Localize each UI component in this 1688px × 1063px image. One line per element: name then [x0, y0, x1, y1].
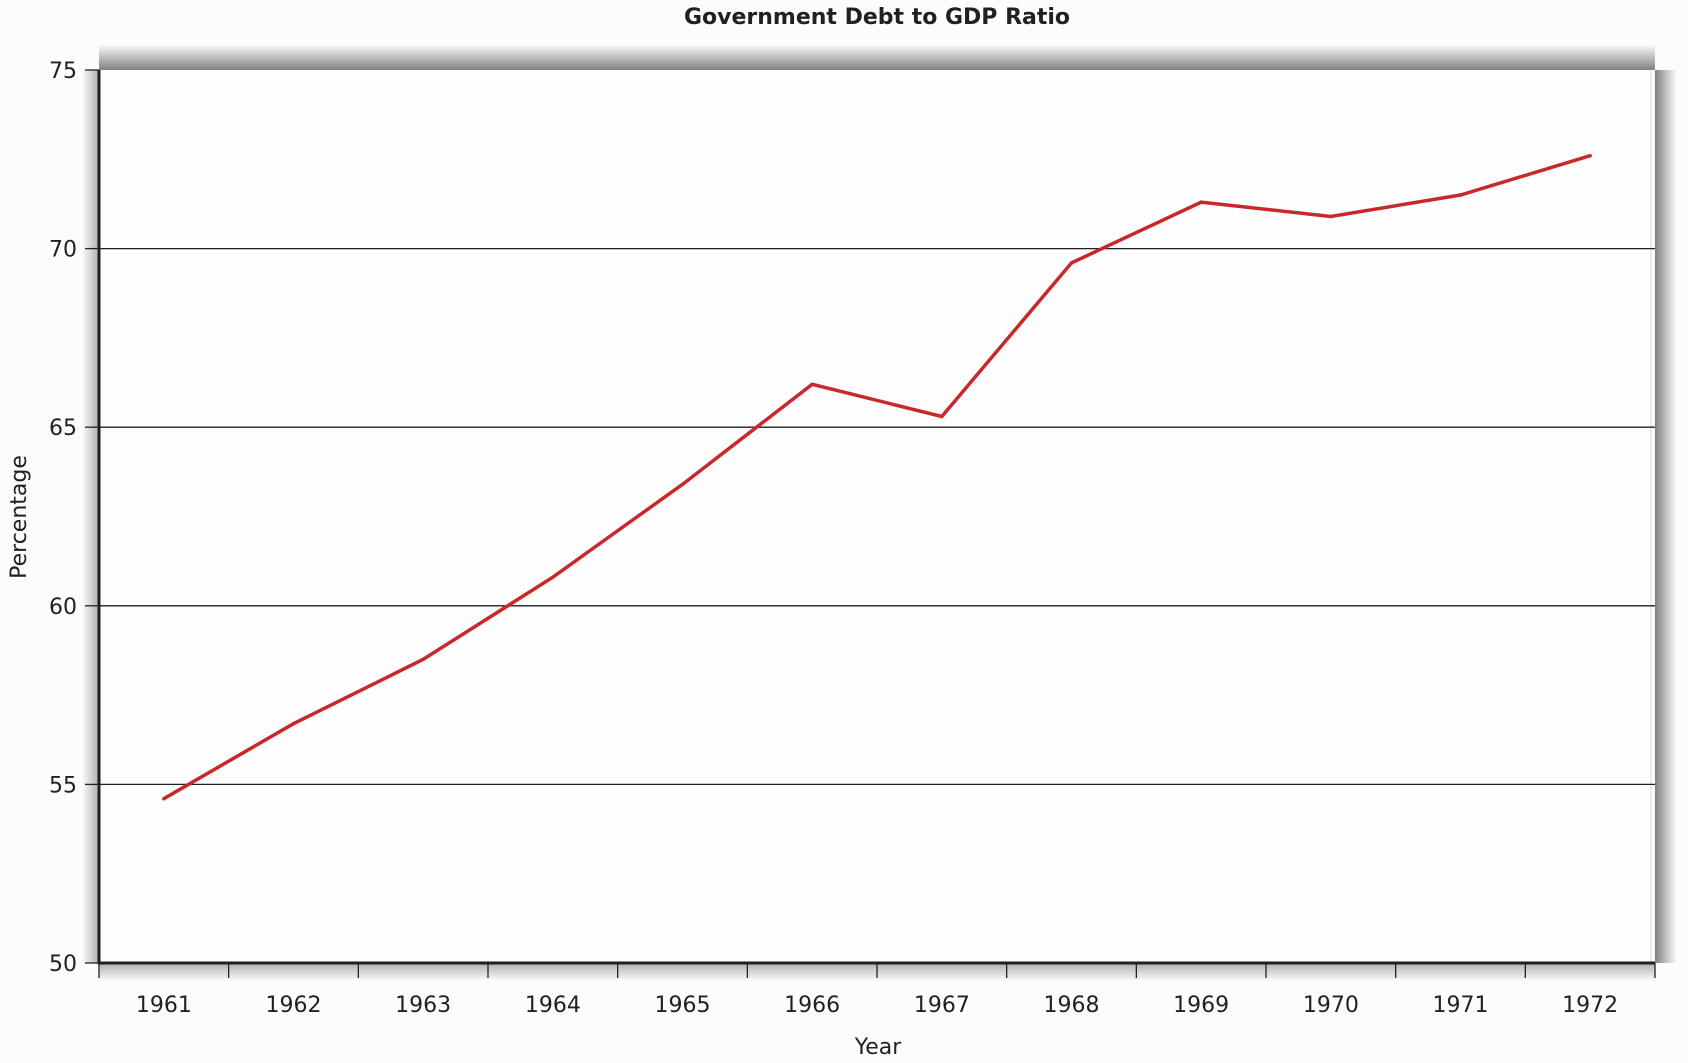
x-tick-label: 1970: [1303, 993, 1359, 1018]
top-shadow: [99, 44, 1655, 70]
data-point-1963: [421, 657, 425, 662]
x-tick-label: 1968: [1044, 993, 1100, 1018]
x-tick-label: 1964: [525, 993, 581, 1018]
data-point-1971: [1458, 193, 1463, 197]
plot-area: [99, 70, 1655, 963]
series-line-debt-to-gdp: [162, 154, 1591, 801]
y-axis-ticks: 50 55 60 65 70 75: [49, 59, 99, 977]
x-tick-label: 1965: [655, 993, 711, 1018]
data-point-1968: [1069, 261, 1074, 265]
y-axis-label: Percentage: [7, 455, 32, 579]
y-tick-label: 65: [49, 416, 77, 441]
data-point-1969: [1199, 200, 1203, 204]
data-point-1965: [680, 482, 685, 487]
left-shadow: [82, 70, 99, 963]
x-tick-label: 1969: [1173, 993, 1229, 1018]
data-point-1961: [162, 796, 166, 801]
data-points: [162, 153, 1592, 801]
data-point-1967: [940, 414, 944, 419]
data-point-1966: [810, 382, 814, 387]
gridlines: [99, 247, 1655, 786]
x-tick-label: 1971: [1433, 993, 1489, 1018]
data-point-1964: [551, 575, 555, 579]
x-tick-label: 1961: [136, 993, 192, 1018]
y-tick-label: 60: [49, 595, 77, 620]
y-tick-label: 75: [49, 59, 77, 84]
x-axis-ticks: 1961 1962 1963 1964 1965 1966 1967 1968 1969 1970…: [98, 963, 1656, 1018]
data-point-1962: [291, 721, 296, 726]
y-tick-label: 70: [49, 238, 77, 263]
x-tick-label: 1962: [266, 993, 322, 1018]
data-point-1972: [1588, 153, 1592, 158]
right-shadow: [1655, 70, 1677, 963]
data-point-1970: [1329, 214, 1333, 219]
chart-title: Government Debt to GDP Ratio: [684, 5, 1070, 30]
x-tick-label: 1966: [784, 993, 840, 1018]
y-tick-label: 55: [49, 773, 77, 798]
x-axis-label: Year: [854, 1035, 903, 1060]
y-tick-label: 50: [49, 952, 77, 977]
x-tick-label: 1972: [1562, 993, 1618, 1018]
x-tick-label: 1963: [395, 993, 451, 1018]
x-tick-label: 1967: [914, 993, 970, 1018]
